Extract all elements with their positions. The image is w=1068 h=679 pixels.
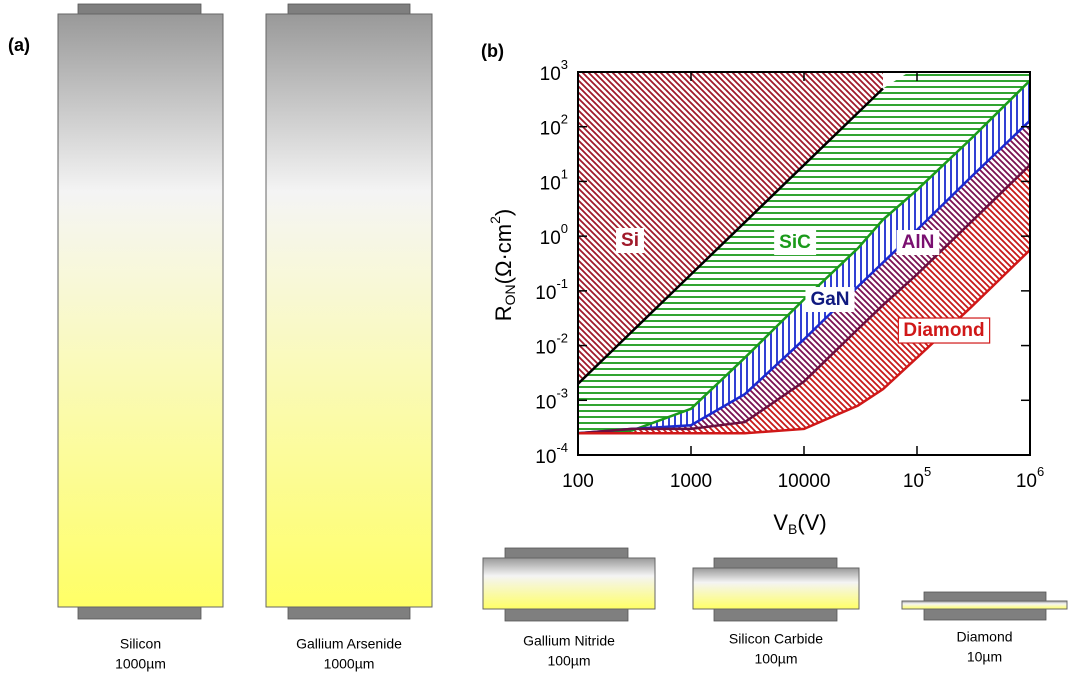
panel-label: (b): [481, 41, 504, 61]
region-label: Si: [621, 230, 639, 251]
contact: [288, 4, 410, 14]
tick-label: 10000: [778, 471, 831, 492]
contact: [714, 558, 837, 568]
contact: [924, 592, 1046, 601]
region-label: Diamond: [903, 320, 984, 341]
device-thickness: 100µm: [547, 653, 590, 669]
device-body: [693, 568, 859, 609]
tick-label: 101: [540, 167, 568, 195]
tick-label: 10-4: [535, 440, 568, 468]
device-body: [483, 558, 655, 609]
y-axis-label: RON(Ω·cm2): [487, 209, 518, 321]
tick-label: 102: [540, 112, 568, 140]
contact: [924, 609, 1046, 620]
chart: Si SiC GaN AlN Diamond 100 1000 10000 105 106 10-4…: [487, 57, 1044, 536]
figure: (a) (b) Silicon 1000µm Gallium Arsenide 100…: [0, 0, 1068, 674]
region-label: AlN: [902, 232, 935, 253]
tick-label: 100: [562, 471, 594, 492]
device-name: Gallium Arsenide: [296, 636, 402, 652]
device-name: Diamond: [956, 629, 1012, 645]
device-body: [266, 14, 432, 607]
plot-area: [573, 67, 1030, 455]
device-thickness: 100µm: [754, 651, 797, 667]
region-label: GaN: [810, 289, 849, 310]
tick-label: 1000: [670, 471, 712, 492]
device-name: Silicon Carbide: [729, 631, 823, 647]
panel-label: (a): [8, 35, 30, 55]
tick-label: 100: [540, 222, 568, 250]
tick-label: 10-3: [535, 386, 568, 414]
tick-label: 103: [540, 57, 568, 85]
x-axis-label: VB(V): [773, 510, 826, 537]
device-thickness: 10µm: [967, 649, 1002, 665]
contact: [288, 607, 410, 619]
tick-label: 105: [903, 464, 931, 492]
device-body: [902, 601, 1067, 609]
contact: [505, 548, 628, 558]
device-name: Gallium Nitride: [523, 633, 615, 649]
contact: [78, 4, 201, 14]
contact: [78, 607, 201, 619]
tick-label: 10-2: [535, 331, 568, 359]
tick-label: 10-1: [535, 276, 568, 304]
contact: [714, 609, 837, 621]
contact: [505, 609, 628, 621]
tick-label: 106: [1016, 464, 1044, 492]
device-thickness: 1000µm: [324, 656, 375, 672]
page: (a) (b) Silicon 1000µm Gallium Arsenide 100…: [0, 0, 1068, 679]
device-name: Silicon: [120, 636, 161, 652]
region-label: SiC: [779, 232, 811, 253]
device-body: [58, 14, 223, 607]
device-thickness: 1000µm: [115, 656, 166, 672]
